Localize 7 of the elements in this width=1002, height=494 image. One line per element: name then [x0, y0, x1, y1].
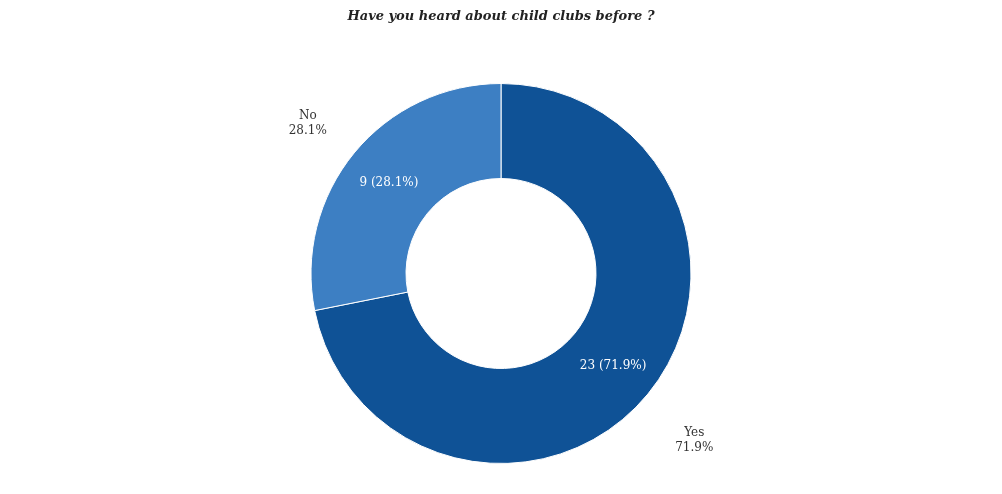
slice-label: Yes	[683, 425, 705, 440]
data-label: 23 (71.9%)	[579, 358, 647, 373]
text: 71.9%	[675, 440, 714, 455]
chart-title: Have you heard about child clubs before ?	[346, 8, 655, 23]
text: 28.1%	[288, 122, 327, 137]
data-label: 9 (28.1%)	[359, 174, 419, 189]
slice-label: No	[298, 107, 317, 122]
